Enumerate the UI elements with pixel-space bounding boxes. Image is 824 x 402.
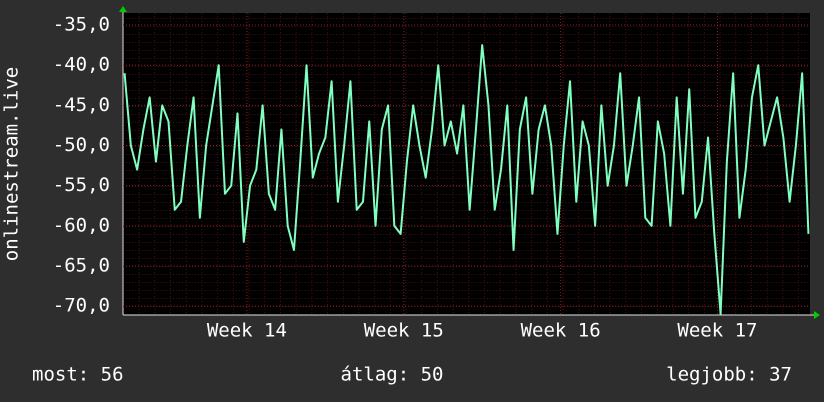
stat-average: átlag: 50 (341, 364, 444, 386)
y-tick-label: -45,0 (53, 94, 110, 116)
y-tick-label: -50,0 (53, 134, 110, 156)
y-tick-label: -35,0 (53, 14, 110, 36)
x-tick-label: Week 15 (364, 320, 444, 342)
y-arrow (119, 6, 127, 12)
y-label: onlinestream.live (1, 67, 23, 261)
stat-current: most: 56 (32, 364, 124, 386)
x-arrow (814, 311, 820, 319)
y-tick-label: -55,0 (53, 174, 110, 196)
x-tick-label: Week 16 (521, 320, 601, 342)
stat-best: legjobb: 37 (666, 364, 792, 386)
y-tick-label: -65,0 (53, 255, 110, 277)
y-tick-label: -70,0 (53, 295, 110, 317)
x-tick-label: Week 17 (677, 320, 757, 342)
y-tick-label: -60,0 (53, 214, 110, 236)
y-tick-label: -40,0 (53, 54, 110, 76)
x-tick-label: Week 14 (207, 320, 287, 342)
data-line (123, 44, 810, 316)
